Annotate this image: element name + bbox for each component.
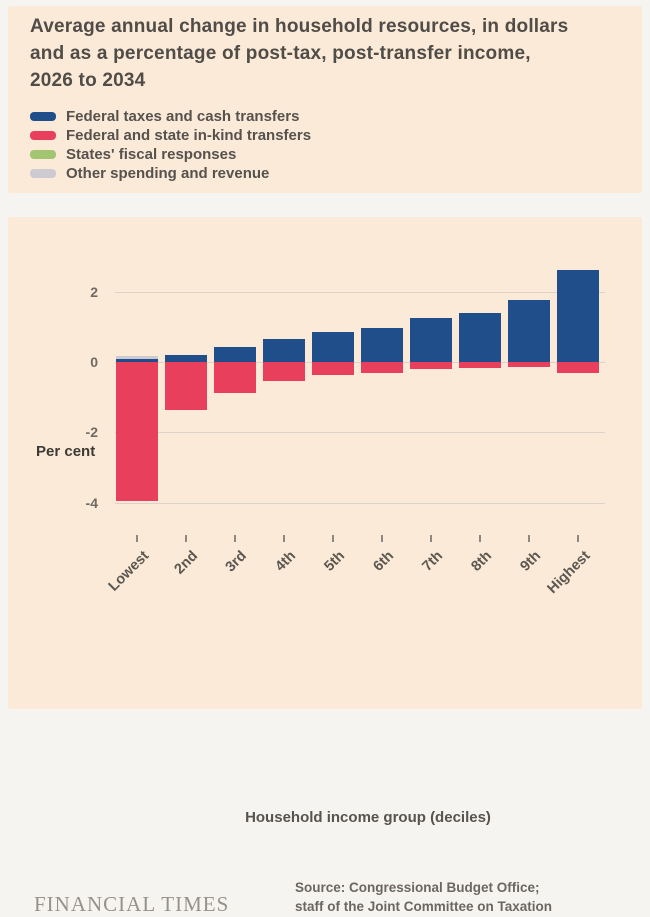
source-line-1: Source: Congressional Budget Office; xyxy=(295,880,540,895)
y-axis-unit-label: Per cent xyxy=(36,443,96,460)
legend-label: Federal and state in-kind transfers xyxy=(66,127,312,144)
legend-swatch-1 xyxy=(30,112,56,121)
legend-item: Other spending and revenue xyxy=(30,164,311,183)
source-attribution: Source: Congressional Budget Office; sta… xyxy=(295,879,650,917)
source-line-2: staff of the Joint Committee on Taxation xyxy=(295,898,553,914)
chart-card: Per cent Household income group (deciles… xyxy=(8,217,642,916)
chart-legend: Federal taxes and cash transfers Federal … xyxy=(30,107,311,183)
x-axis-title: Household income group (deciles) xyxy=(245,809,491,826)
legend-item: Federal taxes and cash transfers xyxy=(30,107,311,126)
legend-label: Other spending and revenue xyxy=(66,165,270,182)
legend-swatch-4 xyxy=(30,169,56,178)
legend-item: States' fiscal responses xyxy=(30,145,311,164)
legend-swatch-3 xyxy=(30,150,56,159)
chart-title: Average annual change in household resou… xyxy=(30,16,569,91)
title-legend-card: Average annual change in household resou… xyxy=(8,6,642,193)
legend-swatch-2 xyxy=(30,131,56,140)
financial-times-logo: FINANCIAL TIMES xyxy=(34,892,230,916)
legend-label: States' fiscal responses xyxy=(66,146,237,163)
legend-label: Federal taxes and cash transfers xyxy=(66,108,300,125)
legend-item: Federal and state in-kind transfers xyxy=(30,126,311,145)
